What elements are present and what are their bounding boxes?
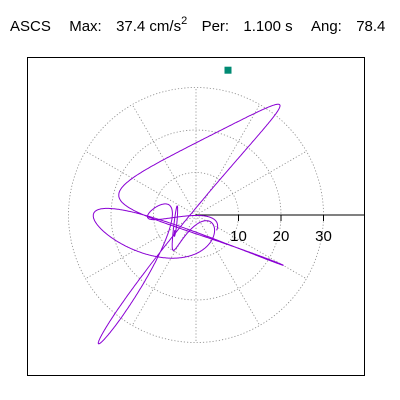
max-label: Max: bbox=[69, 18, 102, 35]
radial-tick-label: 30 bbox=[315, 228, 332, 245]
grid-spoke bbox=[85, 150, 197, 216]
station-code: ASCS bbox=[10, 18, 51, 35]
grid-spoke bbox=[195, 214, 261, 326]
motion-trace bbox=[92, 103, 284, 345]
period-value: 1.100 s bbox=[243, 18, 293, 35]
period-label: Per: bbox=[201, 18, 230, 35]
radial-tick-label: 10 bbox=[230, 228, 247, 245]
max-value: 37.4 cm/s bbox=[116, 18, 182, 35]
grid-spoke bbox=[195, 150, 307, 216]
grid-spoke bbox=[195, 104, 261, 216]
radial-tick-label: 20 bbox=[273, 228, 290, 245]
grid-spoke bbox=[131, 214, 197, 326]
peak-marker bbox=[224, 66, 232, 74]
grid-spoke bbox=[131, 104, 197, 216]
max-exponent: 2 bbox=[181, 15, 188, 27]
plot-frame bbox=[27, 57, 365, 376]
grid-spoke bbox=[85, 214, 197, 280]
grid-spoke bbox=[195, 214, 307, 280]
angle-value: 78.4 bbox=[356, 18, 386, 35]
angle-label: Ang: bbox=[310, 18, 342, 35]
plot-header: ASCS Max: 37.4 cm/s2 Per: 1.100 s Ang: 7… bbox=[10, 15, 386, 35]
radial-ticks: 10 20 30 bbox=[230, 215, 332, 245]
